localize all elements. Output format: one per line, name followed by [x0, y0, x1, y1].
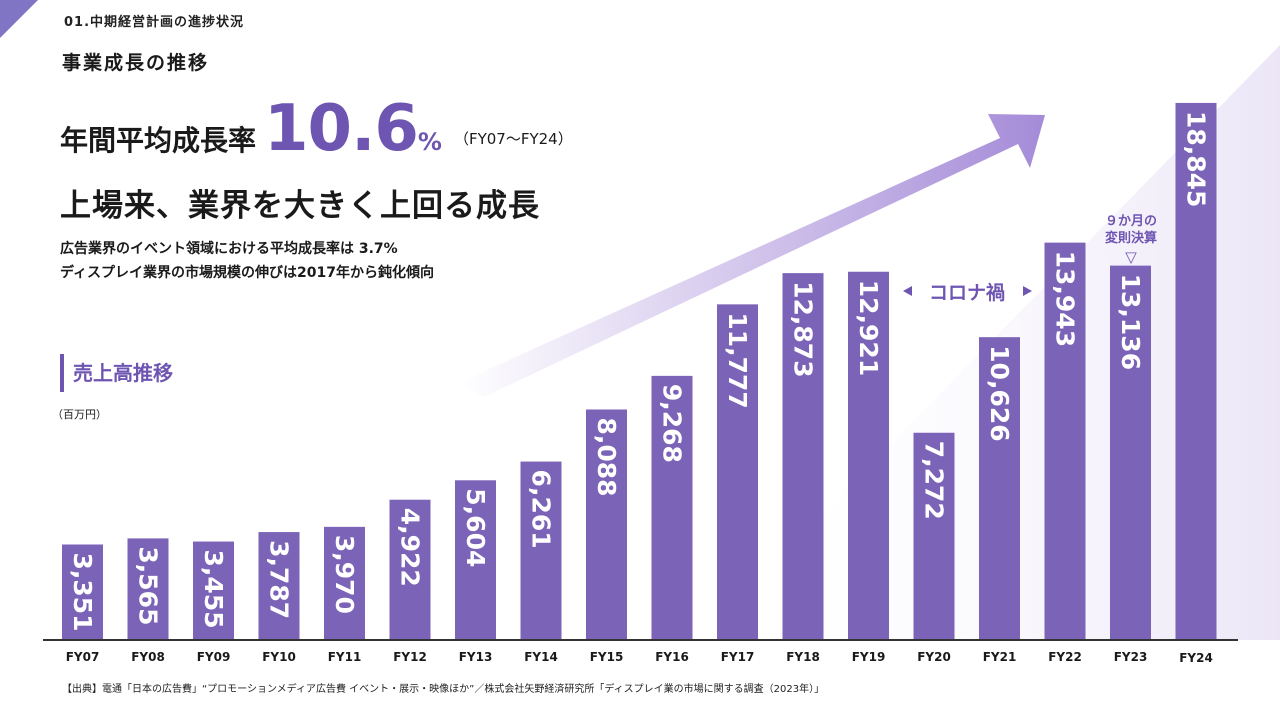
x-tick-label: FY17: [721, 650, 755, 664]
growth-value: 10.6: [264, 92, 419, 166]
bar-value-label: 3,565: [134, 546, 163, 625]
bar-fy08: [127, 538, 169, 640]
bar-fy18: [782, 273, 824, 640]
bar-fy22: [1044, 242, 1086, 640]
bar-fy20: [913, 432, 955, 640]
bar-fy15: [586, 409, 627, 640]
bar-fy09: [193, 541, 234, 640]
bar-value-label: 10,626: [985, 345, 1014, 441]
bar-fy07: [62, 544, 103, 640]
x-tick-label: FY15: [590, 650, 624, 664]
growth-unit: %: [417, 128, 442, 156]
fy23-note-line-2: 変則決算: [1105, 230, 1157, 246]
bar-fy23: [1110, 265, 1151, 640]
source-citation: 【出典】電通「日本の広告費」“プロモーションメディア広告費 イベント・展示・映像…: [62, 684, 825, 695]
growth-label: 年間平均成長率: [60, 124, 257, 157]
unit-label: （百万円）: [52, 408, 107, 421]
growth-arrow: [458, 114, 1045, 397]
bar-value-label: 3,787: [265, 540, 294, 619]
x-tick-label: FY14: [524, 650, 558, 664]
bar-fy19: [848, 271, 889, 640]
bar-fy10: [258, 532, 300, 640]
bar-value-label: 4,922: [395, 508, 424, 587]
bar-value-label: 3,351: [68, 552, 97, 631]
x-tick-label: FY10: [262, 650, 296, 664]
bar-value-label: 6,261: [527, 470, 556, 549]
x-tick-label: FY09: [197, 650, 231, 664]
x-tick-label: FY16: [655, 650, 689, 664]
x-tick-label: FY22: [1048, 650, 1082, 664]
bar-fy13: [455, 480, 496, 640]
corona-left-arrow-icon: [903, 286, 912, 296]
bar-value-label: 13,943: [1051, 251, 1080, 347]
x-tick-label: FY12: [393, 650, 427, 664]
bar-value-label: 7,272: [920, 441, 949, 520]
bar-value-label: 8,088: [592, 417, 621, 496]
section-title: 01.中期経営計画の進捗状況: [64, 15, 245, 30]
x-tick-label: FY18: [786, 650, 820, 664]
x-tick-label: FY23: [1114, 650, 1148, 664]
x-tick-label: FY20: [917, 650, 951, 664]
fy23-note-marker-icon: ▽: [1125, 248, 1137, 266]
bar-fy14: [520, 461, 562, 640]
x-tick-label: FY21: [983, 650, 1017, 664]
bar-value-label: 13,136: [1116, 274, 1145, 370]
note-line-1: 広告業界のイベント領域における平均成長率は 3.7%: [60, 241, 398, 257]
bar-fy16: [651, 375, 693, 640]
bar-fy21: [979, 337, 1020, 640]
x-tick-label: FY11: [328, 650, 362, 664]
x-tick-label: FY07: [66, 650, 100, 664]
bar-value-label: 12,921: [854, 280, 883, 376]
bar-value-label: 9,268: [658, 384, 687, 463]
bar-fy17: [717, 304, 758, 640]
bar-value-label: 3,970: [330, 535, 359, 614]
headline: 上場来、業界を大きく上回る成長: [60, 188, 540, 224]
note-line-2: ディスプレイ業界の市場規模の伸びは2017年から鈍化傾向: [60, 265, 434, 281]
bar-fy12: [389, 499, 431, 640]
sales-chart-title: 売上高推移: [60, 354, 173, 392]
corner-accent: [0, 0, 38, 38]
growth-period: （FY07〜FY24）: [453, 130, 573, 148]
bar-value-label: 12,873: [789, 281, 818, 377]
growth-rate: 年間平均成長率 10.6% （FY07〜FY24）: [60, 92, 573, 166]
fy23-note-line-1: ９か月の: [1105, 214, 1157, 229]
x-tick-label: FY08: [131, 650, 165, 664]
x-tick-label: FY13: [459, 650, 493, 664]
bar-fy24: [1175, 102, 1217, 641]
x-tick-label: FY19: [852, 650, 886, 664]
bar-value-label: 3,455: [199, 550, 228, 629]
bar-value-label: 11,777: [723, 312, 752, 408]
bar-value-label: 5,604: [461, 488, 490, 567]
bar-value-label: 18,845: [1182, 111, 1211, 207]
x-tick-label: FY24: [1179, 651, 1213, 665]
page-subtitle: 事業成長の推移: [62, 52, 210, 74]
corona-label: コロナ禍: [929, 281, 1005, 304]
bar-fy11: [324, 526, 365, 640]
corona-right-arrow-icon: [1023, 286, 1032, 296]
